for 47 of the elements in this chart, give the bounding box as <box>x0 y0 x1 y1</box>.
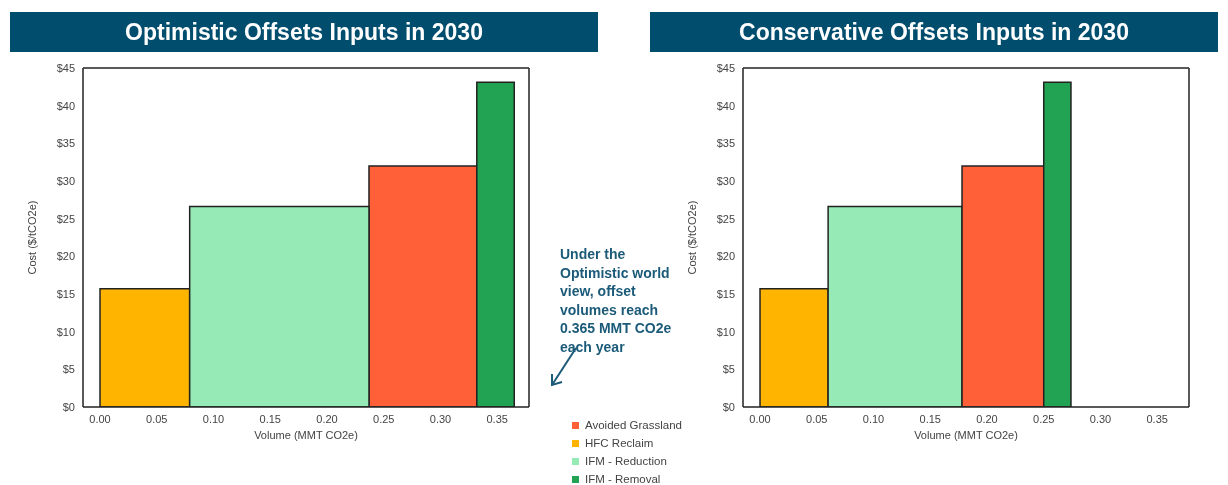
chart-title: Conservative Offsets Inputs in 2030 <box>650 12 1218 52</box>
x-tick-label: 0.15 <box>259 412 281 425</box>
y-tick-label: $0 <box>62 400 75 413</box>
x-tick-label: 0.20 <box>976 412 998 425</box>
y-tick-label: $45 <box>56 61 75 74</box>
y-tick-label: $20 <box>716 250 735 263</box>
y-tick-label: $40 <box>56 99 75 112</box>
y-tick-label: $20 <box>56 250 75 263</box>
x-tick-label: 0.10 <box>202 412 225 425</box>
y-tick-label: $5 <box>62 363 75 376</box>
y-axis-title: Cost ($/tCO2e) <box>685 200 698 275</box>
x-tick-label: 0.15 <box>919 412 941 425</box>
x-tick-label: 0.00 <box>749 412 771 425</box>
x-tick-label: 0.30 <box>429 412 452 425</box>
y-tick-label: $35 <box>716 137 735 150</box>
y-tick-label: $25 <box>56 212 75 225</box>
y-tick-label: $30 <box>716 174 735 187</box>
chart-title: Optimistic Offsets Inputs in 2030 <box>10 12 598 52</box>
y-tick-label: $45 <box>716 61 735 74</box>
y-tick-label: $5 <box>722 363 735 376</box>
x-tick-label: 0.10 <box>862 412 885 425</box>
y-tick-label: $35 <box>56 137 75 150</box>
legend-label: HFC Reclaim <box>585 437 654 449</box>
text: Under the Optimistic world view, offset volumes reach 0.365 MMT CO2e each year <box>560 245 673 356</box>
y-tick-label: $40 <box>716 99 735 112</box>
x-tick-label: 0.25 <box>1033 412 1055 425</box>
y-tick-label: $15 <box>716 287 735 300</box>
legend-label: Avoided Grassland <box>585 419 682 431</box>
y-tick-label: $30 <box>56 174 75 187</box>
x-tick-label: 0.30 <box>1089 412 1112 425</box>
y-tick-label: $10 <box>716 325 735 338</box>
x-tick-label: 0.05 <box>146 412 168 425</box>
y-tick-label: $25 <box>716 212 735 225</box>
x-axis-title: Volume (MMT CO2e) <box>914 429 1018 441</box>
y-tick-label: $15 <box>56 287 75 300</box>
y-axis-title: Cost ($/tCO2e) <box>25 200 38 275</box>
y-tick-label: $10 <box>56 325 75 338</box>
x-tick-label: 0.35 <box>486 412 508 425</box>
legend-label: IFM - Reduction <box>585 455 667 467</box>
x-tick-label: 0.20 <box>316 412 338 425</box>
y-tick-label: $0 <box>722 400 735 413</box>
x-tick-label: 0.35 <box>1146 412 1168 425</box>
x-axis-title: Volume (MMT CO2e) <box>254 429 358 441</box>
x-tick-label: 0.25 <box>373 412 395 425</box>
legend-label: IFM - Removal <box>585 473 661 485</box>
x-tick-label: 0.00 <box>89 412 111 425</box>
x-tick-label: 0.05 <box>806 412 828 425</box>
